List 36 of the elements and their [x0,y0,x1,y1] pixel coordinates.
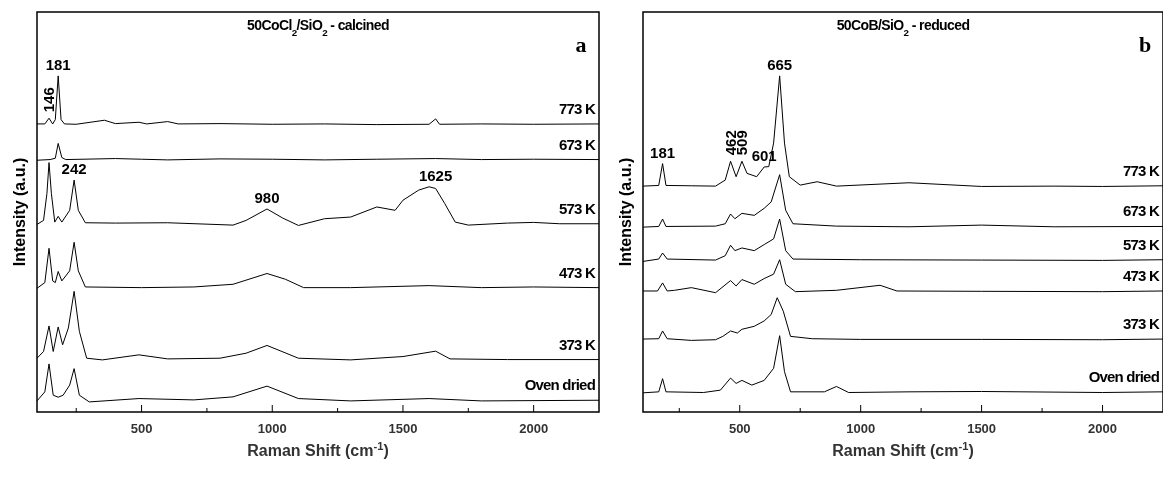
annotation: 601 [751,146,777,164]
series-label: 773 K [1122,161,1160,179]
annotation: 181 [650,143,676,161]
text: b [1138,32,1152,57]
series-label: 673 K [558,135,596,153]
annotation: 181 [45,55,71,73]
series-label: 473 K [1122,266,1160,284]
y-axis-title: Intensity (a.u.) [617,157,634,267]
series-label: Oven dried [524,376,596,394]
x-tick-label: 500 [130,421,153,436]
annotation: 242 [61,160,87,178]
chart-title: 50CoB/SiO$_{2}$ - reduced [836,17,970,38]
x-tick-label: 2000 [1088,421,1117,436]
x-tick-label: 1000 [846,421,876,436]
annotation: 665 [767,55,793,73]
annotation: 1625 [418,166,453,184]
series-label: Oven dried [1088,367,1160,385]
x-tick-label: 1500 [967,421,997,436]
annotation: 146 [40,87,58,113]
x-tick-label: 500 [728,421,751,436]
x-axis-title: Raman Shift (cm$^{-1}$) [247,440,389,459]
series-label: 773 K [558,99,596,117]
series-label: 373 K [1122,315,1160,333]
x-axis-title: Raman Shift (cm$^{-1}$) [832,440,974,459]
series-label: 573 K [1122,235,1160,253]
text: a [575,32,587,57]
x-tick-label: 2000 [519,421,549,436]
series-label: 373 K [558,335,596,353]
chart-title: 50CoCl$_{2}$/SiO$_{2}$ - calcined [247,17,389,38]
x-tick-label: 1500 [388,421,418,436]
series-label: 473 K [558,263,596,281]
y-axis-title: Intensity (a.u.) [11,157,28,267]
annotation: 980 [254,188,280,206]
series-label: 673 K [1122,202,1160,220]
x-tick-label: 1000 [257,421,287,436]
series-label: 573 K [558,199,596,217]
